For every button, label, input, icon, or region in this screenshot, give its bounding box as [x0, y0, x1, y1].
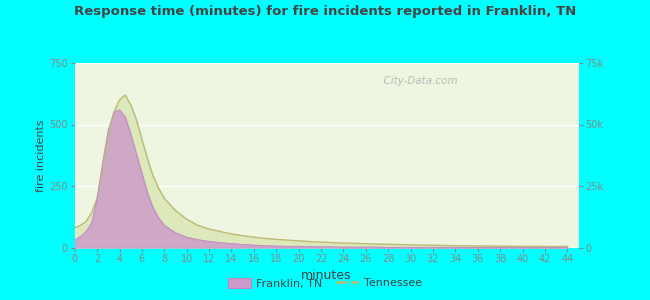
Text: Response time (minutes) for fire incidents reported in Franklin, TN: Response time (minutes) for fire inciden…: [74, 4, 576, 17]
Legend: Franklin, TN, Tennessee: Franklin, TN, Tennessee: [224, 273, 426, 293]
Y-axis label: fire incidents: fire incidents: [36, 119, 46, 192]
X-axis label: minutes: minutes: [302, 268, 352, 282]
Text: City-Data.com: City-Data.com: [377, 76, 458, 86]
